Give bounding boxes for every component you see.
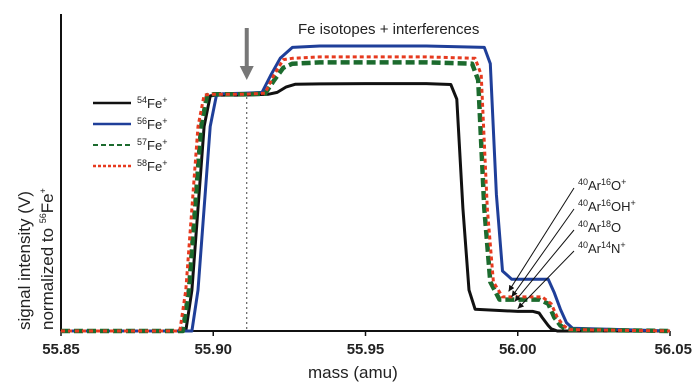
annotation-ar14n: 40Ar14N+ — [578, 240, 626, 256]
y-axis-label-line1: signal intensity (V) — [15, 191, 34, 330]
y-axis-label: signal intensity (V) normalized to 56Fe+ — [15, 188, 57, 330]
chart-title: Fe isotopes + interferences — [298, 21, 479, 38]
x-tick-label: 56.00 — [499, 341, 537, 358]
annotation-ar18o: 40Ar18O — [578, 219, 621, 235]
x-axis-label: mass (amu) — [308, 363, 398, 382]
arrow-head — [239, 66, 254, 80]
annotation-arrow-ar16o — [508, 187, 575, 292]
x-tick-label: 55.85 — [42, 341, 80, 358]
y-axis-label-line2: normalized to 56Fe+ — [38, 188, 57, 330]
series-line-fe56 — [61, 44, 671, 333]
series-line-fe54 — [61, 82, 670, 333]
annotation-arrow-ar16oh — [511, 208, 575, 298]
x-tick-label: 56.05 — [654, 341, 692, 358]
x-tick-label: 55.95 — [347, 341, 385, 358]
series-line-fe57 — [61, 60, 671, 334]
annotation-arrow-ar14n — [517, 250, 575, 309]
legend-label-fe58: 58Fe+ — [137, 158, 167, 174]
annotation-ar16oh: 40Ar16OH+ — [578, 198, 636, 214]
legend-label-fe54: 54Fe+ — [137, 95, 167, 111]
annotation-ar16o: 40Ar16O+ — [578, 177, 626, 193]
x-tick-label: 55.90 — [194, 341, 232, 358]
legend-label-fe57: 57Fe+ — [137, 137, 167, 153]
annotation-arrow-ar18o — [514, 229, 575, 302]
legend-label-fe56: 56Fe+ — [137, 116, 167, 132]
